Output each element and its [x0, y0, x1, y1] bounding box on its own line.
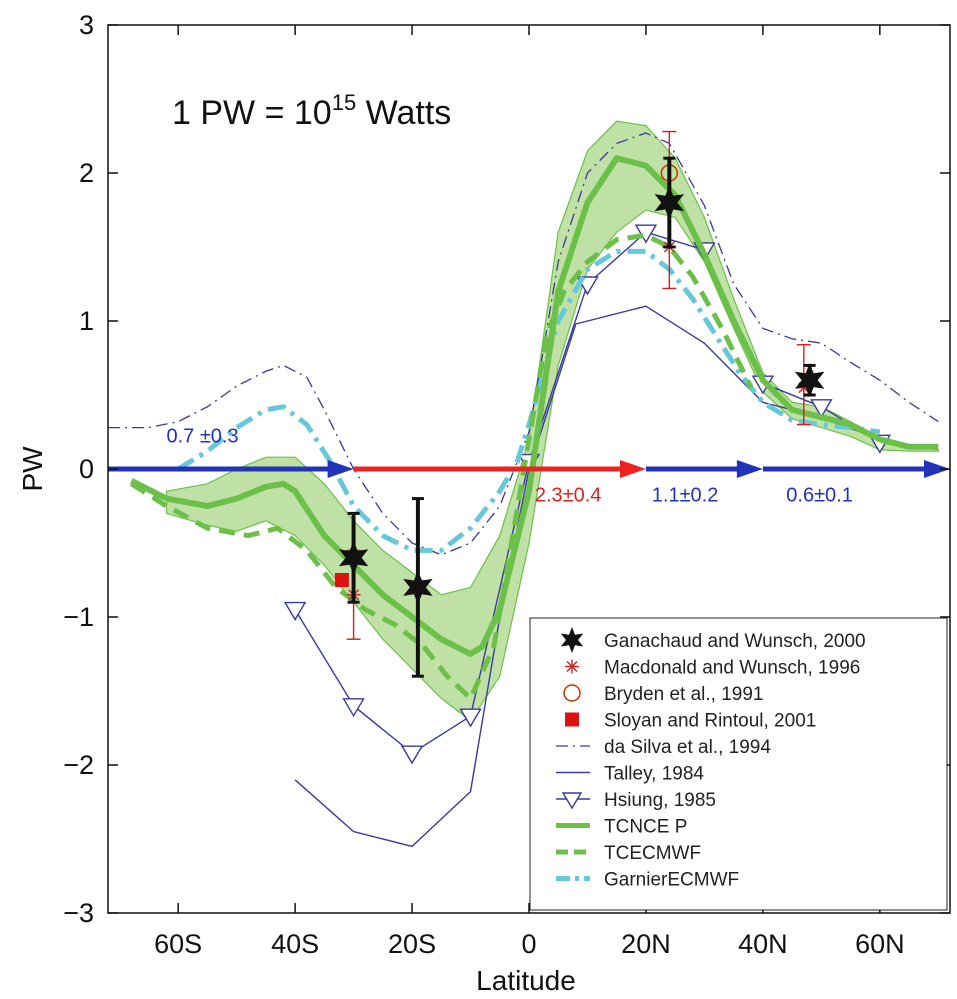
transport-arrow-head-1 — [327, 460, 354, 478]
legend-label-talley: Talley, 1984 — [604, 764, 704, 785]
unit-annotation-suffix: Watts — [356, 94, 451, 132]
transport-label: 1.1±0.2 — [652, 485, 719, 507]
transport-label: 0.7 ±0.3 — [166, 425, 238, 447]
unit-annotation-exponent: 15 — [332, 90, 356, 115]
x-tick-label: 20N — [621, 929, 671, 959]
ganachaud-marker — [338, 540, 369, 575]
hsiung-marker — [810, 399, 833, 419]
transport-label: 2.3±0.4 — [535, 485, 602, 507]
legend-box — [529, 617, 948, 911]
series-line-tcnce-p — [130, 155, 939, 657]
transport-arrow-head-2 — [619, 460, 646, 478]
sloyan-marker — [334, 573, 349, 587]
y-tick-label: 3 — [79, 10, 94, 40]
ganachaud-marker — [794, 363, 825, 398]
y-tick-label: −2 — [63, 750, 94, 780]
y-axis-title: PW — [17, 446, 48, 492]
y-tick-label: −3 — [63, 898, 94, 928]
x-tick-label: 20S — [388, 929, 436, 959]
y-tick-label: 1 — [79, 306, 94, 336]
series-lines-layer — [108, 132, 939, 848]
transport-arrow-head-3 — [736, 460, 763, 478]
series-line-tcecmwf — [130, 232, 754, 701]
axis-ticks-layer: 60S 40S 20S 0 20N 40N 60N −3 −2 −1 0 1 2 3 — [63, 10, 950, 959]
unit-annotation-prefix: 1 PW = 10 — [172, 94, 332, 132]
legend-label-ganachaud: Ganachaud and Wunsch, 2000 — [604, 631, 866, 652]
ganachaud-marker — [654, 185, 685, 220]
legend-swatch-macdonald — [566, 661, 578, 672]
x-tick-label: 0 — [521, 929, 536, 959]
x-axis-title: Latitude — [476, 965, 576, 996]
legend-label-garnier: GarnierECMWF — [604, 870, 739, 891]
legend-label-hsiung: Hsiung, 1985 — [604, 790, 716, 811]
legend-label-tcecmwf: TCECMWF — [604, 843, 701, 864]
series-line-talley-1984 — [294, 305, 881, 848]
transport-label: 0.6±0.1 — [786, 485, 853, 507]
legend-label-macdonald: Macdonald and Wunsch, 1996 — [604, 658, 860, 679]
ganachaud-marker — [403, 570, 433, 605]
legend-swatch-sloyan — [565, 712, 579, 727]
x-tick-label: 40N — [738, 929, 788, 959]
observation-points-layer — [334, 130, 825, 678]
legend-label-sloyan: Sloyan and Rintoul, 2001 — [604, 711, 816, 732]
legend-label-dasilva: da Silva et al., 1994 — [604, 737, 771, 758]
legend-label-bryden: Bryden et al., 1991 — [604, 684, 764, 705]
hsiung-marker — [342, 698, 365, 718]
hsiung-marker — [400, 745, 424, 765]
y-tick-label: 0 — [79, 454, 94, 484]
y-tick-label: 2 — [79, 158, 94, 188]
hsiung-marker — [283, 601, 307, 621]
arrow-labels-layer: 0.7 ±0.3 2.3±0.4 1.1±0.2 0.6±0.1 — [166, 425, 852, 506]
transport-arrow-head-4 — [924, 460, 950, 478]
x-tick-label: 40S — [271, 929, 319, 959]
x-tick-label: 60S — [154, 929, 202, 959]
legend: Ganachaud and Wunsch, 2000 Macdonald and … — [529, 617, 948, 911]
hsiung-marker — [459, 708, 482, 728]
series-line-da-silva-et-al-1994 — [108, 132, 939, 556]
legend-swatch-bryden — [563, 684, 581, 702]
unit-annotation: 1 PW = 1015 Watts — [172, 90, 451, 132]
y-tick-label: −1 — [63, 602, 94, 632]
legend-label-tcnce: TCNCE P — [604, 817, 687, 838]
transport-arrows-layer — [108, 460, 950, 478]
x-tick-label: 60N — [855, 929, 905, 959]
legend-swatch-ganachaud — [560, 627, 584, 653]
legend-swatch-hsiung-marker — [561, 792, 583, 810]
